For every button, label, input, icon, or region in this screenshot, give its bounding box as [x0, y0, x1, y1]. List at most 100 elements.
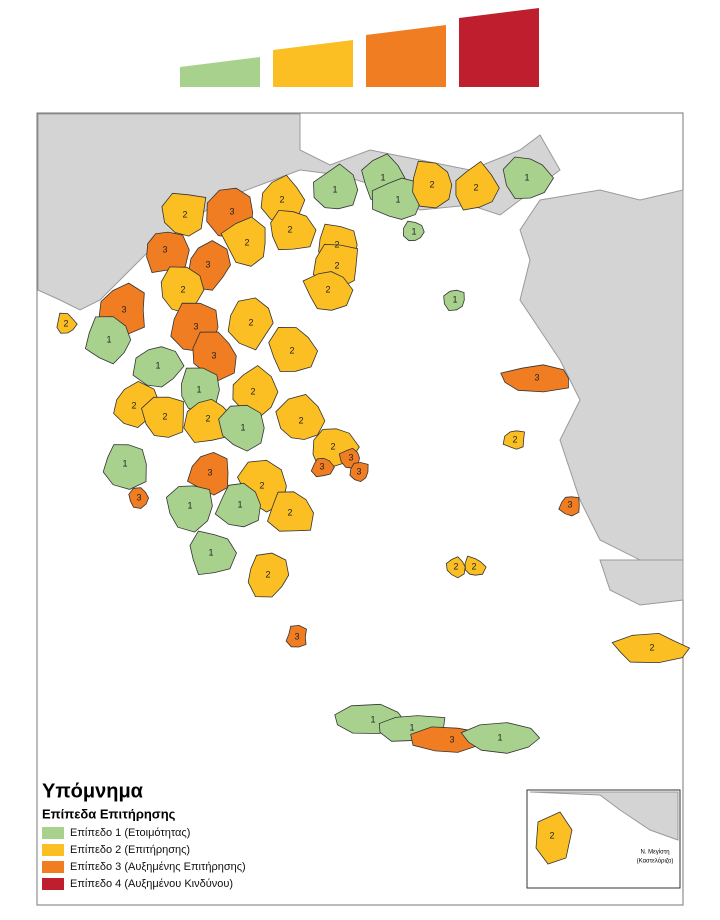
- region-label: 2: [182, 209, 187, 219]
- region-label: 3: [193, 321, 198, 331]
- region-label: 3: [121, 304, 126, 314]
- region-label: 2: [330, 441, 335, 451]
- region: [500, 364, 569, 393]
- region-label: 1: [332, 184, 337, 194]
- region-label: 2: [287, 224, 292, 234]
- region: [371, 177, 422, 220]
- region-label: 2: [649, 642, 654, 652]
- region-label: 2: [279, 194, 284, 204]
- inset-land: [529, 791, 679, 841]
- region: [412, 160, 453, 209]
- region-label: 3: [319, 461, 324, 471]
- region-label: 2: [334, 239, 339, 249]
- region-label: 2: [287, 507, 292, 517]
- region-label: 2: [162, 411, 167, 421]
- legend-label: Επίπεδο 3 (Αυξημένης Επιτήρησης): [70, 861, 246, 873]
- region-label: 1: [240, 422, 245, 432]
- region: [455, 160, 500, 211]
- region: [132, 346, 185, 388]
- inset-caption: (Καστελόριζο): [637, 858, 674, 865]
- region-label: 3: [449, 734, 454, 744]
- legend-label: Επίπεδο 4 (Αυξημένου Κινδύνου): [70, 878, 233, 890]
- region-label: 3: [534, 372, 539, 382]
- region: [270, 209, 317, 251]
- region: [161, 192, 207, 237]
- region: [349, 462, 369, 483]
- region: [313, 163, 359, 210]
- region-label: 3: [356, 466, 361, 476]
- region: [189, 530, 237, 576]
- region-label: 2: [265, 569, 270, 579]
- region-label: 2: [334, 260, 339, 270]
- region: [84, 316, 132, 365]
- region-label: 1: [196, 384, 201, 394]
- region-label: 2: [180, 284, 185, 294]
- region-label: 2: [244, 237, 249, 247]
- region: [443, 289, 465, 312]
- legend-label: Επίπεδο 1 (Ετοιμότητας): [70, 827, 190, 839]
- region-label: 2: [325, 284, 330, 294]
- region-label: 1: [409, 722, 414, 732]
- region-label: 2: [453, 561, 458, 571]
- region: [445, 556, 466, 579]
- region: [141, 396, 184, 438]
- region: [102, 444, 147, 490]
- region-label: 3: [211, 350, 216, 360]
- region-label: 1: [237, 499, 242, 509]
- inset: 2 Ν. Μεγίστη (Καστελόριζο): [535, 811, 674, 865]
- region-label: 3: [136, 492, 141, 502]
- region-label: 3: [229, 206, 234, 216]
- legend-swatch: [42, 844, 64, 856]
- region-label: 2: [429, 179, 434, 189]
- region: [275, 394, 326, 440]
- legend-swatch: [42, 878, 64, 890]
- legend-title: Υπόμνημα: [42, 780, 144, 802]
- region: [56, 312, 78, 334]
- land-southeast: [599, 559, 684, 606]
- region: [165, 485, 213, 533]
- region-label: 3: [162, 244, 167, 254]
- region-label: 2: [473, 182, 478, 192]
- region-label: 3: [205, 259, 210, 269]
- region: [310, 457, 335, 478]
- region: [302, 271, 354, 311]
- legend-swatch: [42, 861, 64, 873]
- region: [558, 496, 580, 517]
- region-label: 3: [567, 499, 572, 509]
- land-east: [519, 189, 684, 561]
- region-label: 2: [512, 434, 517, 444]
- region-label: 1: [380, 172, 385, 182]
- region-label: 2: [259, 480, 264, 490]
- region: [535, 811, 573, 865]
- region: [187, 451, 229, 496]
- region: [267, 491, 314, 532]
- region-label: 1: [208, 547, 213, 557]
- region-label: 1: [122, 458, 127, 468]
- level-bar: [273, 40, 353, 87]
- region-label: 3: [207, 467, 212, 477]
- region-label: 2: [471, 561, 476, 571]
- region-label: 1: [497, 732, 502, 742]
- region: [502, 156, 554, 200]
- region-label: 1: [452, 294, 457, 304]
- inset-caption: Ν. Μεγίστη: [640, 850, 669, 856]
- level-bar: [459, 8, 539, 87]
- region-label: 2: [248, 317, 253, 327]
- region-label: 1: [187, 500, 192, 510]
- region: [214, 482, 261, 528]
- region-label: 2: [250, 386, 255, 396]
- region-label: 1: [411, 226, 416, 236]
- region-label: 2: [549, 830, 554, 840]
- legend-swatch: [42, 827, 64, 839]
- region: [220, 216, 266, 267]
- region: [285, 624, 307, 648]
- region: [402, 220, 425, 242]
- region-label: 2: [63, 318, 68, 328]
- region: [247, 552, 290, 598]
- legend-label: Επίπεδο 2 (Επιτήρησης): [70, 844, 190, 856]
- region-label: 1: [155, 360, 160, 370]
- region: [502, 430, 525, 450]
